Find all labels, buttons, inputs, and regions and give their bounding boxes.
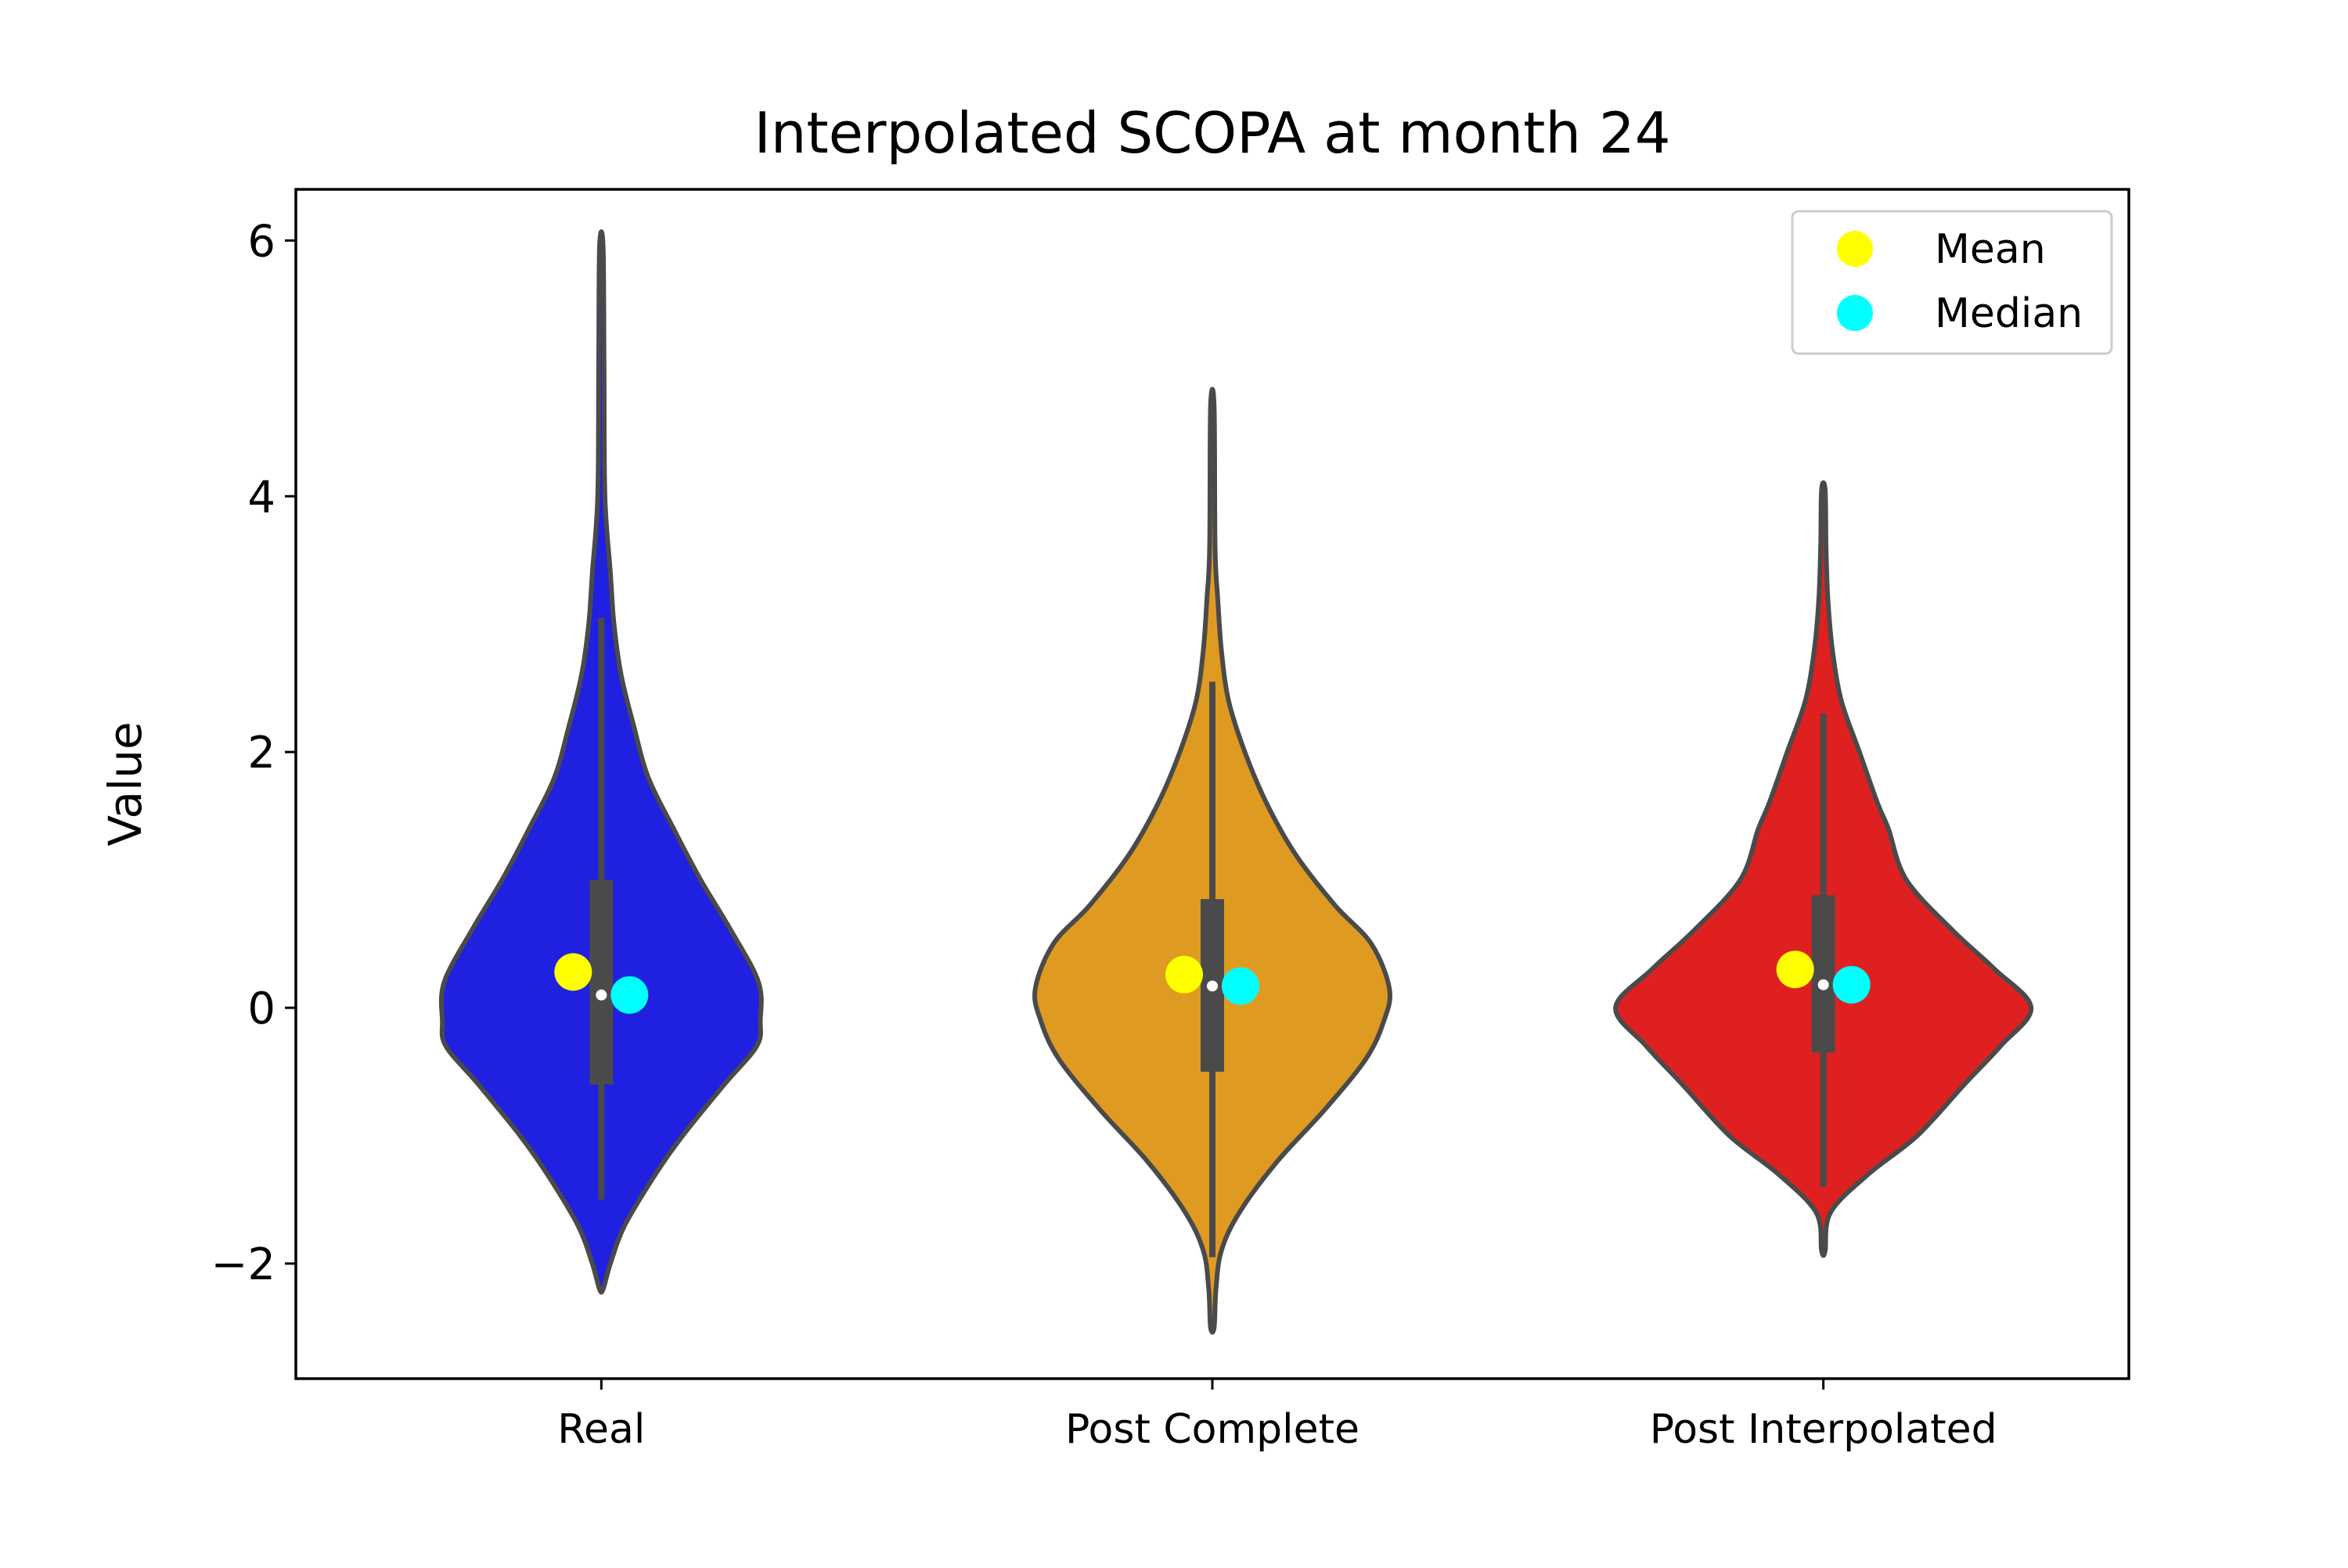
median-marker [1817,979,1829,991]
iqr-box [589,879,614,1085]
y-tick-label: −2 [211,1239,275,1290]
y-tick-label: 4 [247,472,275,523]
violin-layer [438,229,2034,1335]
y-tick-label: 0 [247,984,275,1034]
mean-point [554,953,592,991]
x-tick-label: Real [557,1406,645,1453]
median-point [610,976,649,1014]
box-layer [589,617,1835,1257]
y-axis: −2 0 2 4 6 [211,216,296,1290]
mean-point [1165,955,1203,994]
y-axis-label: Value [99,721,152,846]
iqr-box [1811,895,1835,1053]
y-tick-label: 6 [247,216,275,267]
mean-point [1776,950,1814,988]
x-tick-label: Post Interpolated [1650,1406,1997,1453]
legend-median-label: Median [1935,290,2083,337]
legend: Mean Median [1791,210,2113,355]
y-tick-label: 2 [247,728,275,779]
median-marker [1207,980,1218,992]
x-tick-label: Post Complete [1065,1406,1359,1453]
chart-title: Interpolated SCOPA at month 24 [754,100,1670,166]
legend-median-dot [1837,295,1873,331]
stat-points-layer [554,950,1871,1014]
x-axis: Real Post Complete Post Interpolated [557,1379,1997,1453]
median-point [1222,967,1259,1005]
legend-mean-dot [1837,231,1873,267]
median-point [1832,966,1871,1004]
median-marker [596,989,607,1001]
legend-mean-label: Mean [1935,226,2046,273]
